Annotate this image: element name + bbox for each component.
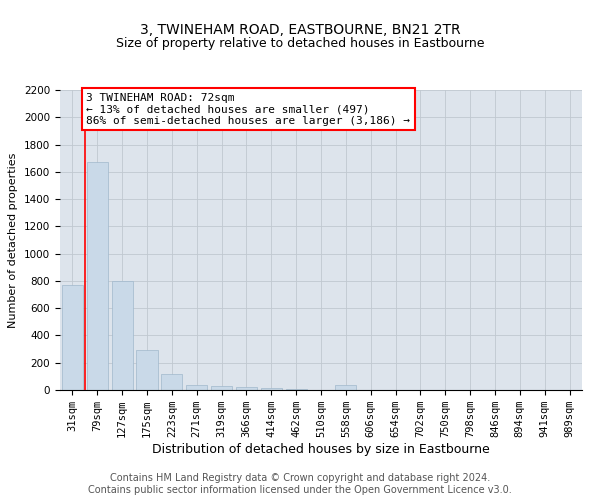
Text: Distribution of detached houses by size in Eastbourne: Distribution of detached houses by size … — [152, 442, 490, 456]
Bar — [87, 162, 108, 390]
Text: Contains HM Land Registry data © Crown copyright and database right 2024.
Contai: Contains HM Land Registry data © Crown c… — [88, 474, 512, 495]
Bar — [236, 388, 257, 390]
Y-axis label: Number of detached properties: Number of detached properties — [8, 152, 19, 328]
Bar — [286, 389, 307, 390]
Bar — [211, 386, 232, 390]
Text: Size of property relative to detached houses in Eastbourne: Size of property relative to detached ho… — [116, 38, 484, 51]
Text: 3 TWINEHAM ROAD: 72sqm
← 13% of detached houses are smaller (497)
86% of semi-de: 3 TWINEHAM ROAD: 72sqm ← 13% of detached… — [86, 92, 410, 126]
Bar — [161, 374, 182, 390]
Bar — [112, 281, 133, 390]
Bar — [136, 350, 158, 390]
Text: 3, TWINEHAM ROAD, EASTBOURNE, BN21 2TR: 3, TWINEHAM ROAD, EASTBOURNE, BN21 2TR — [140, 22, 460, 36]
Bar — [261, 388, 282, 390]
Bar — [62, 285, 83, 390]
Bar — [335, 385, 356, 390]
Bar — [186, 385, 207, 390]
